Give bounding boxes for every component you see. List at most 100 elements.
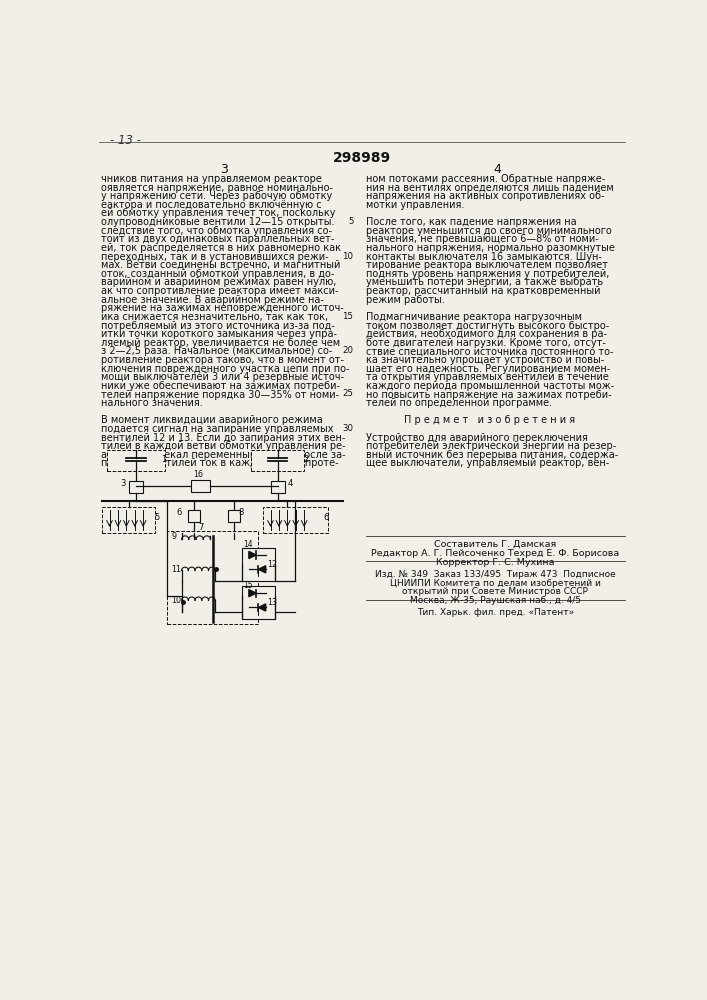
Text: 9: 9 [172, 532, 177, 541]
Text: оток, созданный обмоткой управления, в до-: оток, созданный обмоткой управления, в д… [101, 269, 334, 279]
Text: 16: 16 [194, 470, 204, 479]
Text: телей напряжение порядка 30—35% от номи-: телей напряжение порядка 30—35% от номи- [101, 389, 339, 399]
Text: 5: 5 [348, 217, 354, 226]
Text: 1: 1 [161, 455, 166, 464]
Text: 3: 3 [120, 479, 126, 488]
Text: та открытия управляемых вентилей в течение: та открытия управляемых вентилей в течен… [366, 372, 609, 382]
Text: еактора и последовательно включённую с: еактора и последовательно включённую с [101, 200, 322, 210]
Text: 15: 15 [342, 312, 354, 321]
Text: 11: 11 [171, 565, 181, 574]
Polygon shape [259, 604, 266, 611]
Text: Тип. Харьк. фил. пред. «Патент»: Тип. Харьк. фил. пред. «Патент» [416, 608, 574, 617]
Text: мотки управления.: мотки управления. [366, 200, 464, 210]
Text: - 13 -: - 13 - [110, 134, 141, 147]
Text: чников питания на управляемом реакторе: чников питания на управляемом реакторе [101, 174, 322, 184]
Text: 4: 4 [287, 479, 293, 488]
Text: реакторе уменьшится до своего минимального: реакторе уменьшится до своего минимально… [366, 226, 612, 236]
Text: ей обмотку управления течет ток, поскольку: ей обмотку управления течет ток, посколь… [101, 208, 335, 218]
Text: щее выключатели, управляемый реактор, вен-: щее выключатели, управляемый реактор, ве… [366, 458, 609, 468]
Text: потребителей электрической энергии на резер-: потребителей электрической энергии на ре… [366, 441, 616, 451]
Text: пирания вентилей ток в каждой ветви проте-: пирания вентилей ток в каждой ветви прот… [101, 458, 339, 468]
Text: 20: 20 [342, 346, 354, 355]
Text: ляемый реактор, увеличивается не более чем: ляемый реактор, увеличивается не более ч… [101, 338, 340, 348]
Text: каждого периода промышленной частоты мож-: каждого периода промышленной частоты мож… [366, 381, 614, 391]
Text: П р е д м е т   и з о б р е т е н и я: П р е д м е т и з о б р е т е н и я [404, 415, 575, 425]
Text: ники уже обеспечивают на зажимах потреби-: ники уже обеспечивают на зажимах потреби… [101, 381, 340, 391]
Text: 7: 7 [199, 523, 204, 532]
Bar [107, 450, 165, 471]
Text: 30: 30 [342, 424, 354, 433]
Text: открытий при Совете Министров СССР: открытий при Совете Министров СССР [402, 587, 588, 596]
Text: ика снижается незначительно, так как ток,: ика снижается незначительно, так как ток… [101, 312, 328, 322]
Text: подается сигнал на запирание управляемых: подается сигнал на запирание управляемых [101, 424, 333, 434]
Text: уменьшить потери энергии, а также выбрать: уменьшить потери энергии, а также выбрат… [366, 277, 603, 287]
Text: ствие специального источника постоянного то-: ствие специального источника постоянного… [366, 346, 614, 356]
Text: следствие того, что обмотка управления со-: следствие того, что обмотка управления с… [101, 226, 332, 236]
Text: варийном и аварийном режимах равен нулю,: варийном и аварийном режимах равен нулю, [101, 277, 336, 287]
Text: телей по определенной программе.: телей по определенной программе. [366, 398, 552, 408]
Text: током позволяет достигнуть высокого быстро-: током позволяет достигнуть высокого быст… [366, 321, 609, 331]
Text: мах. Ветви соединены встречно, и магнитный: мах. Ветви соединены встречно, и магнитн… [101, 260, 340, 270]
Text: у напряжению сети. Через рабочую обмотку: у напряжению сети. Через рабочую обмотку [101, 191, 332, 201]
Text: 4: 4 [493, 163, 501, 176]
Text: 3: 3 [220, 163, 228, 176]
Text: шает его надежность. Регулированием момен-: шает его надежность. Регулированием моме… [366, 364, 610, 374]
Text: итки точки короткого замыкания через упра-: итки точки короткого замыкания через упр… [101, 329, 337, 339]
Polygon shape [249, 590, 256, 597]
Text: После того, как падение напряжения на: После того, как падение напряжения на [366, 217, 576, 227]
Bar [103, 507, 155, 533]
Text: 8: 8 [238, 508, 243, 517]
Bar [129, 481, 143, 493]
Text: тилей в каждой ветви обмотки управления ре-: тилей в каждой ветви обмотки управления … [101, 441, 346, 451]
Text: 6: 6 [177, 508, 182, 517]
Text: режим работы.: режим работы. [366, 295, 445, 305]
Text: тоит из двух одинаковых параллельных вет-: тоит из двух одинаковых параллельных вет… [101, 234, 334, 244]
Text: ния на вентилях определяются лишь падением: ния на вентилях определяются лишь падени… [366, 183, 614, 193]
Bar [271, 481, 285, 493]
Text: боте двигателей нагрузки. Кроме того, отсут-: боте двигателей нагрузки. Кроме того, от… [366, 338, 606, 348]
Text: Составитель Г. Дамская: Составитель Г. Дамская [434, 540, 556, 549]
Text: ка значительно упрощает устройство и повы-: ка значительно упрощает устройство и пов… [366, 355, 604, 365]
Text: 14: 14 [243, 540, 252, 549]
Text: ном потоками рассеяния. Обратные напряже-: ном потоками рассеяния. Обратные напряже… [366, 174, 605, 184]
Text: вентилей 12 и 13. Если до запирания этих вен-: вентилей 12 и 13. Если до запирания этих… [101, 433, 345, 443]
Text: переходных, так и в установившихся режи-: переходных, так и в установившихся режи- [101, 252, 328, 262]
Text: олупроводниковые вентили 12—15 открыты.: олупроводниковые вентили 12—15 открыты. [101, 217, 334, 227]
Text: 13: 13 [267, 598, 277, 607]
Text: ак что сопротивление реактора имеет макси-: ак что сопротивление реактора имеет макс… [101, 286, 338, 296]
Text: Корректор Г. С. Мухина: Корректор Г. С. Мухина [436, 558, 554, 567]
Text: действия, необходимого для сохранения в ра-: действия, необходимого для сохранения в … [366, 329, 607, 339]
Bar [191, 480, 211, 492]
Text: ряжение на зажимах неповрежденного источ-: ряжение на зажимах неповрежденного источ… [101, 303, 344, 313]
Bar [251, 450, 304, 471]
Text: з 2—2,5 раза. Начальное (максимальное) со-: з 2—2,5 раза. Начальное (максимальное) с… [101, 346, 332, 356]
Bar [242, 586, 275, 619]
Text: 10: 10 [342, 252, 354, 261]
Bar [187, 510, 199, 522]
Text: альное значение. В аварийном режиме на-: альное значение. В аварийном режиме на- [101, 295, 324, 305]
Text: напряжения на активных сопротивлениях об-: напряжения на активных сопротивлениях об… [366, 191, 604, 201]
Text: 25: 25 [342, 389, 354, 398]
Text: поднять уровень напряжения у потребителей,: поднять уровень напряжения у потребителе… [366, 269, 609, 279]
Text: контакты выключателя 16 замыкаются. Шун-: контакты выключателя 16 замыкаются. Шун- [366, 252, 602, 262]
Polygon shape [259, 566, 266, 573]
Text: вный источник без перерыва питания, содержа-: вный источник без перерыва питания, соде… [366, 450, 618, 460]
Text: Редактор А. Г. Пейсоченко Техред Е. Ф. Борисова: Редактор А. Г. Пейсоченко Техред Е. Ф. Б… [371, 549, 619, 558]
Bar [242, 548, 275, 581]
Text: Изд. № 349  Заказ 133/495  Тираж 473  Подписное: Изд. № 349 Заказ 133/495 Тираж 473 Подпи… [375, 570, 616, 579]
Text: реактор, рассчитанный на кратковременный: реактор, рассчитанный на кратковременный [366, 286, 600, 296]
Text: актора протекал переменный ток, то после за-: актора протекал переменный ток, то после… [101, 450, 346, 460]
Text: Устройство для аварийного переключения: Устройство для аварийного переключения [366, 433, 588, 443]
Text: Москва, Ж-35, Раушская наб., д. 4/5: Москва, Ж-35, Раушская наб., д. 4/5 [410, 596, 580, 605]
Text: Подмагничивание реактора нагрузочным: Подмагничивание реактора нагрузочным [366, 312, 582, 322]
Text: 12: 12 [267, 560, 277, 569]
Text: ей, ток распределяется в них равномерно как: ей, ток распределяется в них равномерно … [101, 243, 341, 253]
Text: ЦНИИПИ Комитета по делам изобретений и: ЦНИИПИ Комитета по делам изобретений и [390, 579, 601, 588]
Text: ключения поврежденного участка цепи при по-: ключения поврежденного участка цепи при … [101, 364, 349, 374]
Text: ротивление реактора таково, что в момент от-: ротивление реактора таково, что в момент… [101, 355, 344, 365]
Bar [228, 510, 240, 522]
Bar [167, 531, 259, 624]
Text: 10: 10 [171, 596, 181, 605]
Bar [263, 507, 328, 533]
Text: потребляемый из этого источника из-за под-: потребляемый из этого источника из-за по… [101, 321, 334, 331]
